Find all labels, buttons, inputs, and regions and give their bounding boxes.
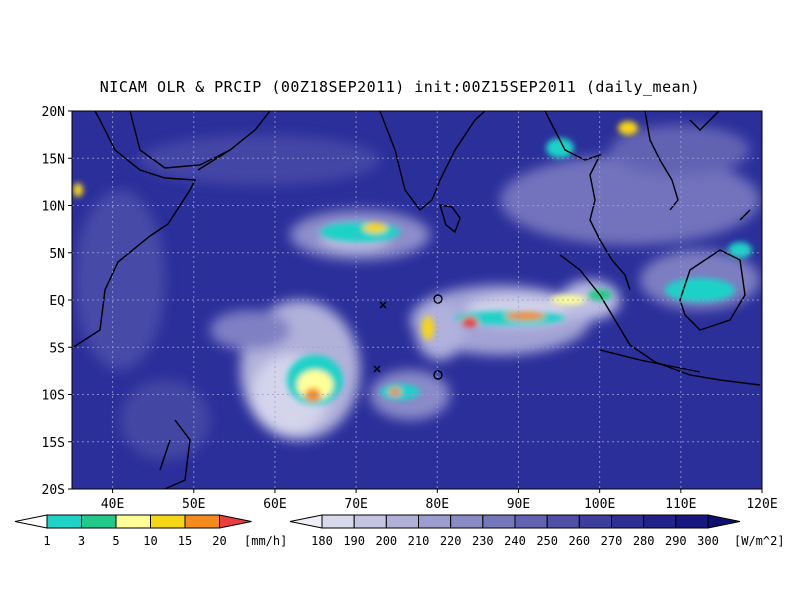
olr-tick-label: 290 [665, 534, 687, 548]
lon-tick-label: 40E [101, 497, 124, 512]
olr-swatch [611, 514, 645, 529]
grid-lines [72, 111, 762, 489]
lat-axis: 20N 15N 10N 5N EQ 5S 10S 15S 20S [42, 105, 72, 498]
precip-tick-label: 1 [43, 534, 50, 548]
lat-tick-label: 10S [42, 389, 65, 404]
lon-tick-label: 60E [263, 497, 286, 512]
precip-swatch [46, 514, 82, 529]
olr-swatch [643, 514, 677, 529]
olr-tick-label: 270 [601, 534, 623, 548]
lat-tick-label: 15S [42, 436, 65, 451]
precip-tick-label: 5 [112, 534, 119, 548]
olr-tick-label: 210 [408, 534, 430, 548]
island-markers [373, 294, 443, 380]
olr-swatch [450, 514, 484, 529]
lon-tick-label: 100E [584, 497, 615, 512]
olr-arrow-left [289, 514, 323, 529]
olr-colorbar: 180 190 200 210 220 230 240 250 260 270 280 290 300 … [289, 514, 785, 548]
lat-tick-label: EQ [49, 294, 65, 309]
olr-tick-label: 220 [440, 534, 462, 548]
olr-swatch [578, 514, 612, 529]
coastlines [72, 111, 761, 489]
olr-tick-label: 200 [375, 534, 397, 548]
precip-swatch [81, 514, 117, 529]
precip-tick-label: 15 [178, 534, 192, 548]
olr-swatch [546, 514, 580, 529]
precip-tick-label: 10 [143, 534, 157, 548]
precip-swatch [150, 514, 186, 529]
precip-swatch [184, 514, 220, 529]
olr-swatch [385, 514, 420, 529]
precip-tick-label: 3 [78, 534, 85, 548]
lon-tick-label: 90E [507, 497, 530, 512]
olr-tick-label: 190 [343, 534, 365, 548]
precip-field [73, 121, 752, 405]
olr-arrow-right [707, 514, 741, 529]
lon-tick-label: 80E [426, 497, 449, 512]
lon-tick-label: 70E [344, 497, 367, 512]
olr-unit: [W/m^2] [734, 534, 785, 548]
lat-tick-label: 5S [49, 341, 65, 356]
lat-tick-label: 20N [42, 105, 65, 120]
olr-tick-label: 260 [568, 534, 590, 548]
lat-tick-label: 20S [42, 483, 65, 498]
olr-tick-label: 230 [472, 534, 494, 548]
lon-tick-label: 50E [182, 497, 205, 512]
lat-tick-label: 5N [49, 247, 65, 262]
map-plot [72, 111, 762, 489]
olr-swatch [418, 514, 452, 529]
olr-tick-label: 180 [311, 534, 333, 548]
lon-axis: 40E 50E 60E 70E 80E 90E 100E 110E 120E [101, 489, 778, 512]
olr-swatch [675, 514, 709, 529]
olr-tick-label: 250 [536, 534, 558, 548]
olr-swatch [353, 514, 387, 529]
olr-swatch [321, 514, 355, 529]
precip-arrow-left [14, 514, 48, 529]
precip-swatch [115, 514, 151, 529]
lat-tick-label: 15N [42, 152, 65, 167]
lat-tick-label: 10N [42, 200, 65, 215]
precip-colorbar: 1 3 5 10 15 20 [mm/h] [14, 514, 287, 548]
olr-tick-label: 300 [697, 534, 719, 548]
olr-tick-label: 280 [633, 534, 655, 548]
map-title: NICAM OLR & PRCIP (00Z18SEP2011) init:00… [99, 78, 701, 96]
precip-unit: [mm/h] [244, 534, 287, 548]
lon-tick-label: 120E [746, 497, 777, 512]
olr-swatch [482, 514, 516, 529]
precip-tick-label: 20 [212, 534, 226, 548]
olr-swatch [514, 514, 548, 529]
olr-tick-label: 240 [504, 534, 526, 548]
precip-arrow-right [219, 514, 252, 529]
lon-tick-label: 110E [665, 497, 696, 512]
